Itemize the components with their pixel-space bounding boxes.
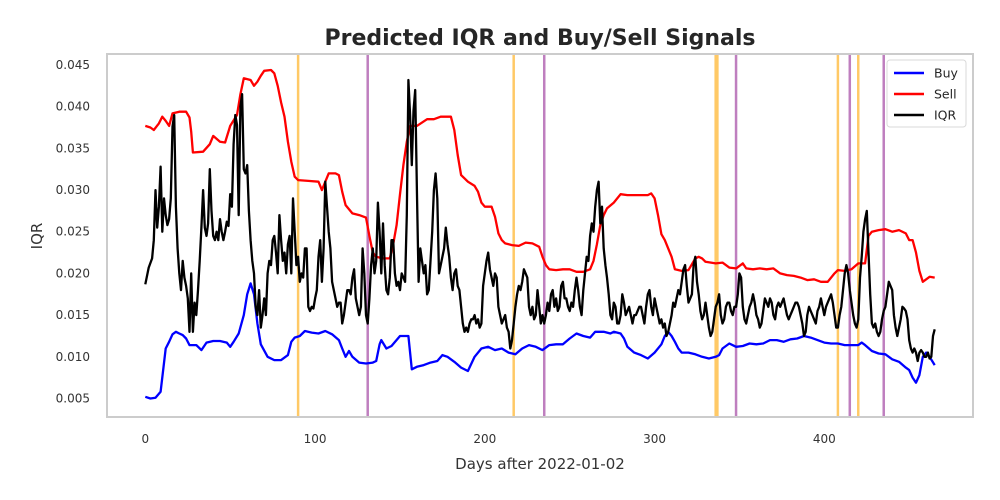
legend-label-sell: Sell: [934, 87, 957, 102]
legend-box: [886, 59, 967, 128]
y-tick-label: 0.035: [56, 141, 90, 155]
y-axis-title: IQR: [28, 223, 46, 250]
y-tick-label: 0.015: [56, 308, 90, 322]
iqr-series-line: [144, 78, 936, 363]
x-tick-label: 200: [473, 432, 496, 446]
x-tick-label: 0: [142, 432, 150, 446]
chart-title: Predicted IQR and Buy/Sell Signals: [324, 26, 755, 51]
legend: Buy Sell IQR: [886, 59, 967, 128]
sell-series-line: [144, 68, 935, 283]
y-tick-label: 0.010: [56, 350, 90, 364]
legend-label-buy: Buy: [934, 66, 958, 81]
y-tick-label: 0.025: [56, 225, 90, 239]
x-tick-label: 100: [304, 432, 327, 446]
y-tick-label: 0.020: [56, 266, 90, 280]
y-tick-label: 0.005: [56, 391, 90, 405]
x-axis-ticks: 0 100 200 300 400: [142, 432, 836, 446]
signal-lines: [296, 55, 885, 416]
plot-frame: [106, 53, 974, 418]
y-tick-label: 0.040: [56, 100, 90, 114]
legend-label-iqr: IQR: [934, 108, 957, 123]
x-tick-label: 300: [643, 432, 666, 446]
y-axis-ticks: 0.005 0.010 0.015 0.020 0.025 0.030 0.035 0.040…: [56, 58, 90, 405]
y-tick-label: 0.030: [56, 183, 90, 197]
series-lines: [144, 68, 936, 400]
x-tick-label: 400: [813, 432, 836, 446]
y-tick-label: 0.045: [56, 58, 90, 72]
x-axis-title: Days after 2022-01-02: [455, 455, 625, 473]
